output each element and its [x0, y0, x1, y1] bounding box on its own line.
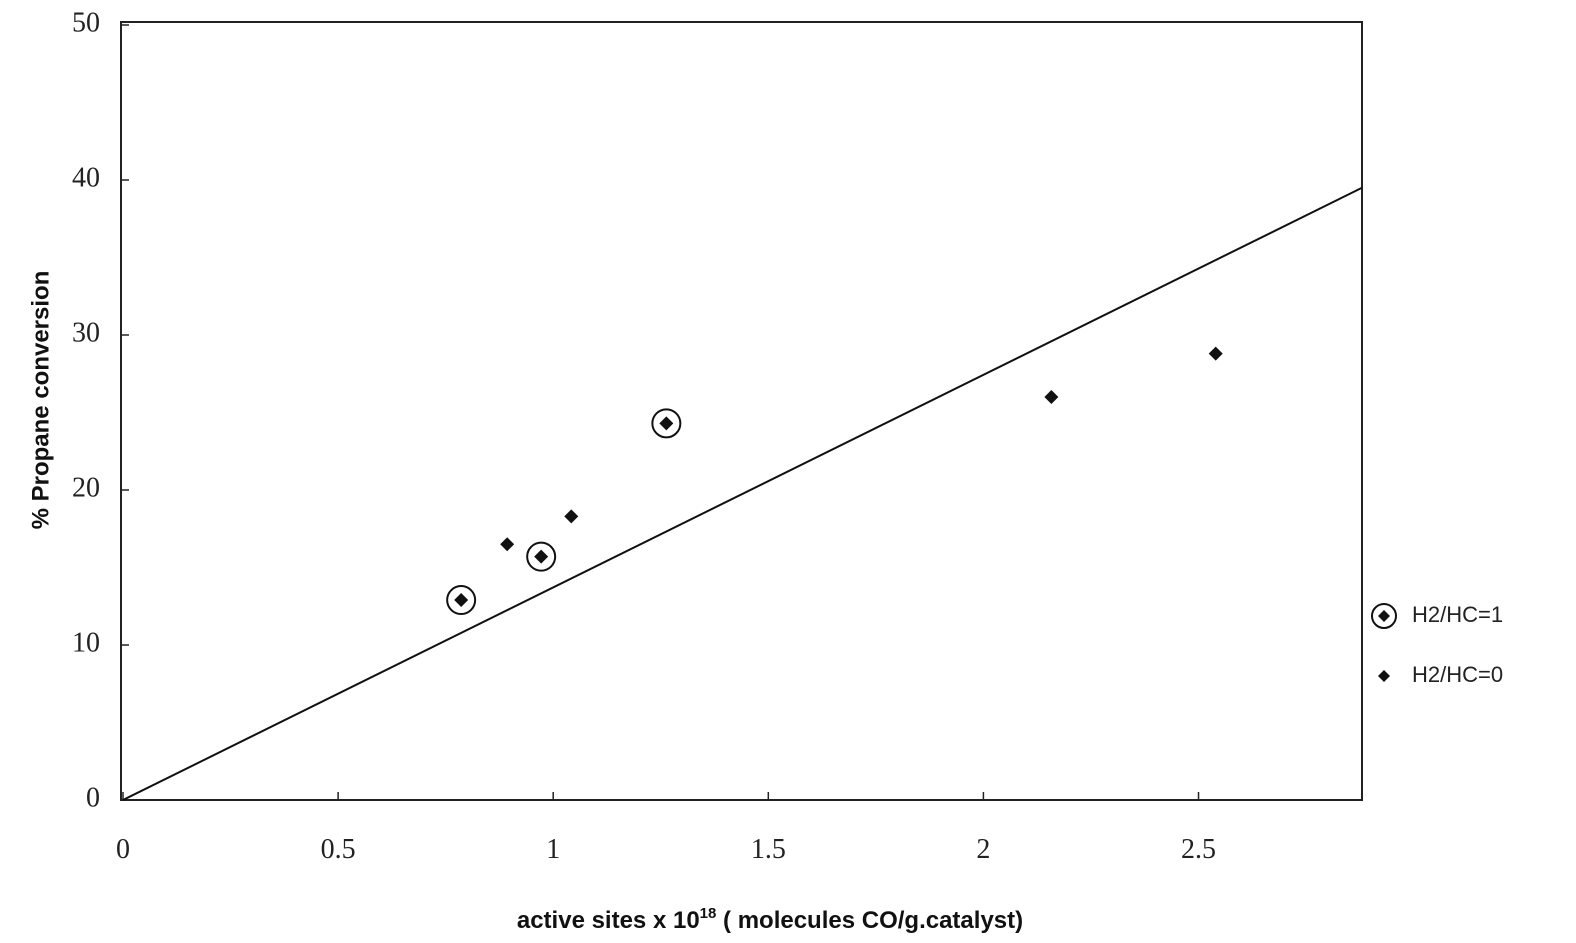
y-tick-label: 50 — [72, 7, 100, 38]
y-tick-label: 10 — [72, 627, 100, 658]
x-tick-label: 0.5 — [321, 834, 356, 865]
point — [659, 416, 674, 431]
legend-ring — [1371, 603, 1397, 629]
legend-marker — [1378, 610, 1390, 622]
x-tick-label: 0 — [116, 834, 130, 865]
point — [1208, 346, 1223, 361]
x-tick-label: 1.5 — [751, 834, 786, 865]
marker-ring — [526, 541, 557, 572]
point — [534, 549, 549, 564]
y-tick-label: 40 — [72, 162, 100, 193]
plot-frame — [120, 21, 1363, 801]
x-tick-label: 2.5 — [1181, 834, 1216, 865]
x-label-sup: 18 — [700, 905, 717, 922]
legend-marker — [1378, 670, 1390, 682]
marker-ring — [446, 585, 477, 616]
point — [1044, 390, 1059, 404]
x-label-rest: ( molecules CO/g.catalyst) — [716, 907, 1023, 934]
point — [500, 537, 515, 552]
legend-label: H2/HC=0 — [1412, 662, 1503, 687]
x-tick-label: 2 — [976, 834, 990, 865]
marker-ring — [651, 408, 682, 439]
legend-label: H2/HC=1 — [1412, 602, 1503, 627]
y-tick-label: 20 — [72, 472, 100, 503]
y-tick-label: 30 — [72, 317, 100, 348]
point — [564, 509, 579, 524]
x-label-text: active sites x 10 — [517, 907, 700, 934]
point — [454, 593, 469, 608]
x-axis-label: active sites x 1018 ( molecules CO/g.cat… — [517, 905, 1023, 934]
x-tick-label: 1 — [546, 834, 560, 865]
y-tick-label: 0 — [86, 782, 100, 813]
y-axis-label: % Propane conversion — [27, 271, 54, 530]
trendline — [122, 186, 1363, 801]
